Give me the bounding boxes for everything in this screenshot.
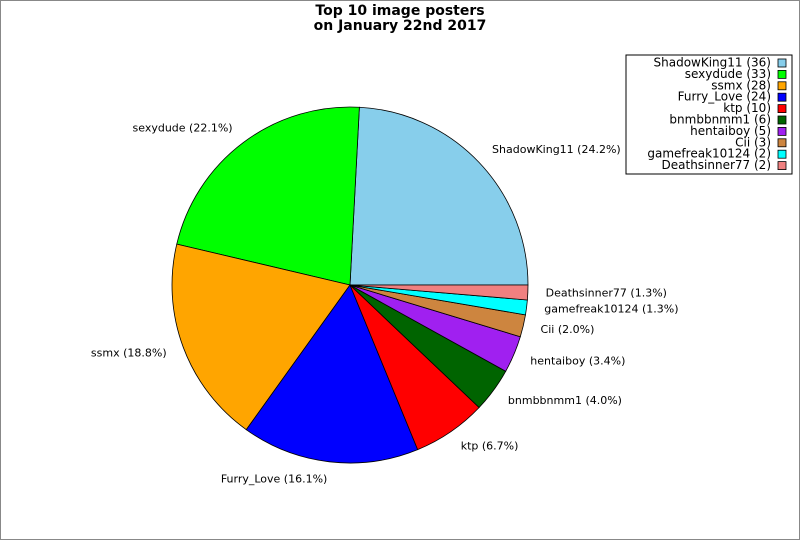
slice-label: bnmbbnmm1 (4.0%) [508, 394, 622, 407]
legend-swatch [777, 70, 787, 79]
slice-label: ssmx (18.8%) [91, 347, 167, 360]
legend-label: ShadowKing11 (36) [654, 56, 772, 70]
legend-label: Deathsinner77 (2) [662, 158, 771, 172]
pie-slice [245, 284, 419, 464]
legend-swatch [777, 115, 787, 125]
legend-swatch [777, 58, 787, 68]
slice-label: Cii (2.0%) [541, 323, 595, 336]
legend-label: gamefreak10124 (2) [647, 147, 771, 161]
chart-title: on January 22nd 2017 [314, 18, 487, 34]
slice-label: sexydude (22.1%) [133, 121, 233, 134]
legend-label: Furry_Love (24) [678, 90, 771, 104]
legend-label: ktp (10) [723, 101, 771, 115]
slice-label: ktp (6.7%) [461, 440, 519, 453]
slice-label: Deathsinner77 (1.3%) [546, 286, 667, 299]
slice-label: gamefreak10124 (1.3%) [544, 303, 678, 316]
pie-slice [176, 106, 360, 286]
legend-label: bnmbbnmm1 (6) [669, 113, 771, 127]
legend-label: sexydude (33) [685, 67, 771, 81]
legend-swatch [777, 104, 787, 113]
slice-label: hentaiboy (3.4%) [530, 354, 625, 367]
legend-swatch [777, 138, 787, 148]
slice-label: ShadowKing11 (24.2%) [492, 143, 621, 156]
pie-slice [349, 106, 529, 286]
legend-swatch [777, 92, 787, 102]
legend-label: hentaiboy (5) [690, 124, 771, 138]
slice-label: Furry_Love (16.1%) [221, 472, 328, 485]
legend-swatch [777, 149, 787, 159]
legend-box [625, 54, 793, 175]
chart-title: Top 10 image posters [315, 3, 484, 19]
legend-swatch [777, 161, 787, 171]
legend-swatch [777, 127, 787, 136]
pie-slice [171, 243, 351, 431]
pie-slice [349, 284, 529, 301]
legend-label: Cii (3) [735, 135, 771, 149]
legend-label: ssmx (28) [711, 78, 771, 92]
legend-swatch [777, 81, 787, 91]
